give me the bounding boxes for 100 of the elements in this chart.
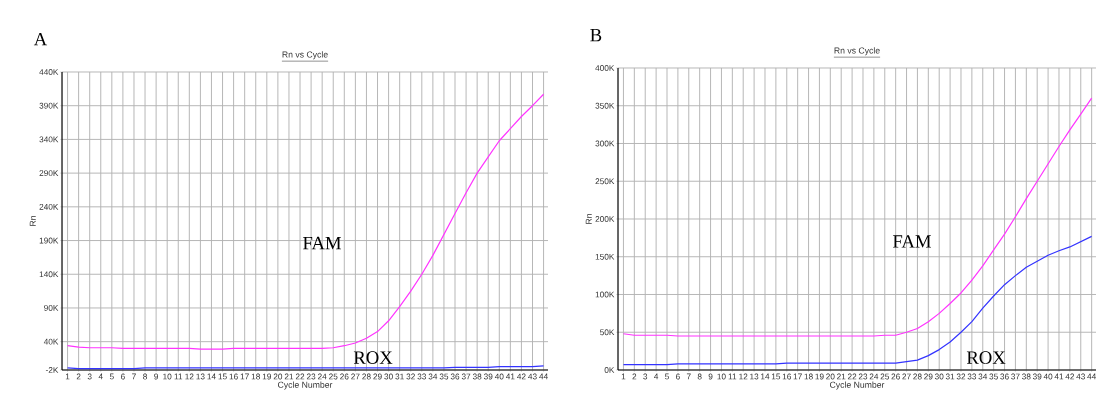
x-tick-label: 20: [273, 373, 283, 380]
x-tick-label: 2: [76, 373, 81, 380]
x-tick-label: 32: [956, 373, 966, 380]
x-tick-label: 10: [717, 373, 726, 380]
x-tick-label: 13: [750, 373, 759, 380]
y-tick-label: 200K: [595, 216, 615, 222]
x-tick-label: 26: [340, 373, 349, 380]
x-tick-label: 43: [528, 373, 537, 380]
x-tick-label: 17: [240, 373, 249, 380]
y-tick-label: 440K: [39, 69, 59, 75]
x-tick-label: 28: [913, 373, 922, 380]
x-tick-label: 8: [143, 373, 147, 380]
y-axis-title: Rn: [585, 214, 592, 224]
x-tick-label: 28: [362, 373, 371, 380]
x-tick-label: 29: [373, 373, 382, 380]
x-tick-label: 33: [967, 373, 977, 380]
x-tick-label: 14: [207, 373, 216, 380]
x-tick-label: 37: [461, 373, 471, 380]
x-tick-label: 6: [121, 373, 125, 380]
x-tick-label: 12: [185, 373, 194, 380]
x-tick-label: 40: [494, 373, 504, 380]
y-tick-label: 50K: [600, 329, 615, 336]
x-tick-label: 33: [417, 373, 427, 380]
x-tick-label: 29: [924, 373, 933, 380]
x-tick-label: 35: [989, 373, 998, 380]
y-tick-label: -2K: [45, 367, 59, 373]
y-tick-label: 100K: [595, 291, 615, 298]
x-tick-label: 40: [1043, 373, 1053, 380]
y-tick-label: 0K: [604, 367, 615, 373]
x-tick-label: 18: [804, 373, 813, 380]
chart-subtitle: Rn vs Cycle: [834, 47, 880, 56]
y-tick-label: 340K: [39, 136, 59, 143]
x-tick-label: 19: [262, 373, 272, 380]
x-tick-label: 34: [978, 373, 988, 380]
x-tick-label: 21: [284, 373, 294, 380]
annotation: ROX: [966, 351, 1006, 364]
y-tick-label: 190K: [39, 237, 59, 244]
x-tick-label: 31: [945, 373, 955, 380]
x-tick-label: 11: [174, 373, 183, 380]
x-tick-label: 2: [632, 373, 637, 380]
x-tick-label: 9: [708, 373, 713, 380]
x-tick-label: 4: [654, 373, 659, 380]
x-tick-label: 6: [676, 373, 680, 380]
x-tick-label: 13: [196, 373, 205, 380]
x-tick-label: 10: [163, 373, 172, 380]
x-tick-label: 3: [643, 373, 648, 380]
x-tick-label: 19: [815, 373, 824, 380]
x-tick-label: 14: [761, 373, 770, 380]
x-tick-label: 39: [1032, 373, 1042, 380]
x-tick-label: 24: [869, 373, 879, 380]
x-axis-title: Cycle Number: [829, 381, 885, 390]
x-tick-label: 44: [1087, 373, 1096, 380]
x-tick-label: 30: [384, 373, 393, 380]
x-tick-label: 35: [439, 373, 449, 380]
y-tick-label: 390K: [39, 102, 59, 109]
x-tick-label: 27: [902, 373, 911, 380]
x-axis-title: Cycle Number: [278, 381, 333, 390]
x-tick-label: 23: [306, 373, 316, 380]
x-tick-label: 36: [1000, 373, 1009, 380]
y-tick-label: 150K: [595, 253, 615, 260]
x-tick-label: 4: [98, 373, 103, 380]
x-tick-label: 15: [771, 373, 781, 380]
x-tick-label: 41: [505, 373, 515, 380]
x-tick-label: 20: [826, 373, 835, 380]
annotation: ROX: [353, 351, 393, 364]
x-tick-label: 23: [858, 373, 868, 380]
x-tick-label: 42: [1065, 373, 1075, 380]
x-tick-label: 15: [218, 373, 227, 380]
y-tick-label: 300K: [595, 140, 615, 147]
x-tick-label: 26: [891, 373, 900, 380]
x-tick-label: 16: [229, 373, 238, 380]
x-tick-label: 31: [395, 373, 404, 380]
x-tick-label: 18: [251, 373, 260, 380]
annotation: FAM: [303, 236, 342, 250]
y-tick-label: 350K: [595, 102, 615, 109]
x-tick-label: 12: [739, 373, 748, 380]
x-tick-label: 24: [317, 373, 327, 380]
x-tick-label: 1: [621, 373, 626, 380]
x-tick-label: 1: [65, 373, 70, 380]
x-tick-label: 7: [132, 373, 136, 380]
x-tick-label: 9: [154, 373, 159, 380]
y-tick-label: 40K: [43, 338, 59, 345]
y-tick-label: 400K: [595, 65, 615, 71]
x-tick-label: 17: [793, 373, 802, 380]
x-tick-label: 37: [1011, 373, 1020, 380]
x-tick-label: 30: [934, 373, 944, 380]
chart-subtitle: Rn vs Cycle: [282, 51, 328, 60]
y-tick-label: 240K: [39, 203, 59, 210]
y-axis-title: Rn: [29, 216, 36, 226]
y-tick-label: 90K: [44, 305, 59, 311]
x-tick-label: 5: [109, 373, 114, 380]
x-tick-label: 32: [406, 373, 415, 380]
x-tick-label: 38: [472, 373, 482, 380]
x-tick-label: 21: [837, 373, 846, 380]
chart-title: B: [590, 28, 602, 42]
x-tick-label: 38: [1022, 373, 1031, 380]
x-tick-label: 7: [686, 373, 691, 380]
x-tick-label: 39: [483, 373, 493, 380]
x-tick-label: 8: [697, 373, 702, 380]
x-tick-label: 42: [517, 373, 526, 380]
